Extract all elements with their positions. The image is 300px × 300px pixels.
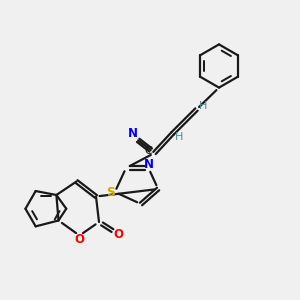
Text: S: S xyxy=(106,186,115,199)
Text: H: H xyxy=(175,132,183,142)
Text: O: O xyxy=(74,233,85,246)
Text: N: N xyxy=(144,158,154,171)
Text: H: H xyxy=(199,101,207,111)
Text: N: N xyxy=(128,127,138,140)
Text: O: O xyxy=(113,228,124,242)
Text: C: C xyxy=(145,146,152,156)
